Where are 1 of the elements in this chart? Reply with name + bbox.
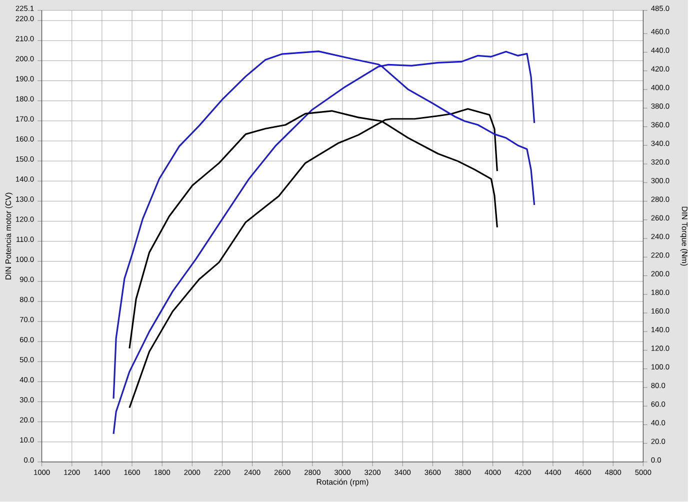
line-series: [128, 108, 498, 409]
